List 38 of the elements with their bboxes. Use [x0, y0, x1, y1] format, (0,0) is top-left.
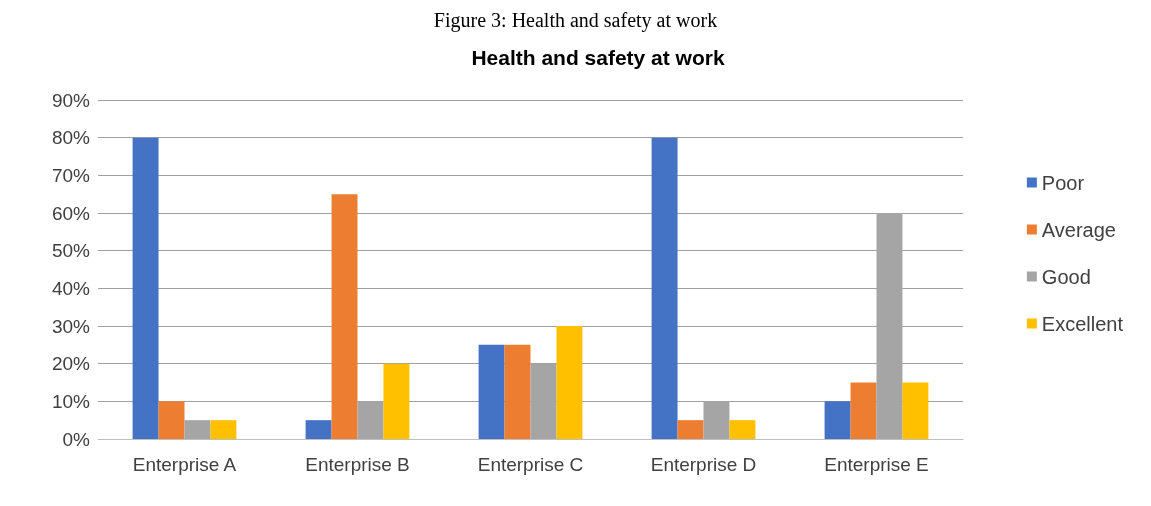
- bar: [158, 401, 185, 439]
- y-tick-label: 50%: [51, 240, 91, 262]
- x-tick-label: Enterprise D: [650, 454, 757, 475]
- legend-label: Average: [1041, 218, 1116, 241]
- bar: [677, 420, 704, 439]
- x-tick-label: Enterprise A: [132, 454, 237, 475]
- y-tick-label: 30%: [51, 315, 91, 337]
- bar: [504, 344, 531, 439]
- y-tick-label: 70%: [51, 164, 91, 186]
- chart-title: Health and safety at work: [471, 46, 725, 69]
- x-tick-label: Enterprise E: [824, 454, 929, 475]
- bar: [651, 137, 678, 439]
- y-tick-label: 90%: [51, 89, 91, 111]
- legend-label: Poor: [1041, 171, 1085, 194]
- y-tick-label: 60%: [51, 202, 91, 224]
- bar: [305, 420, 332, 439]
- y-tick-label: 10%: [51, 390, 91, 412]
- bar: [824, 401, 851, 439]
- y-tick-label: 40%: [51, 277, 91, 299]
- bar: [331, 194, 358, 439]
- bar: [850, 382, 877, 439]
- legend-label: Good: [1041, 265, 1091, 288]
- y-tick-label: 0%: [62, 428, 91, 450]
- legend-label: Excellent: [1041, 312, 1124, 335]
- bar: [357, 401, 384, 439]
- y-tick-label: 80%: [51, 127, 91, 149]
- bar: [210, 420, 237, 439]
- bar: [478, 344, 505, 439]
- y-tick-label: 20%: [51, 353, 91, 375]
- bar: [383, 363, 410, 439]
- bar: [184, 420, 211, 439]
- bar: [132, 137, 159, 439]
- bar: [729, 420, 756, 439]
- bar: [556, 326, 583, 439]
- caption: Figure 3: Health and safety at work: [433, 9, 718, 32]
- x-tick-label: Enterprise C: [477, 454, 584, 475]
- bar: [902, 382, 929, 439]
- x-tick-label: Enterprise B: [305, 454, 410, 475]
